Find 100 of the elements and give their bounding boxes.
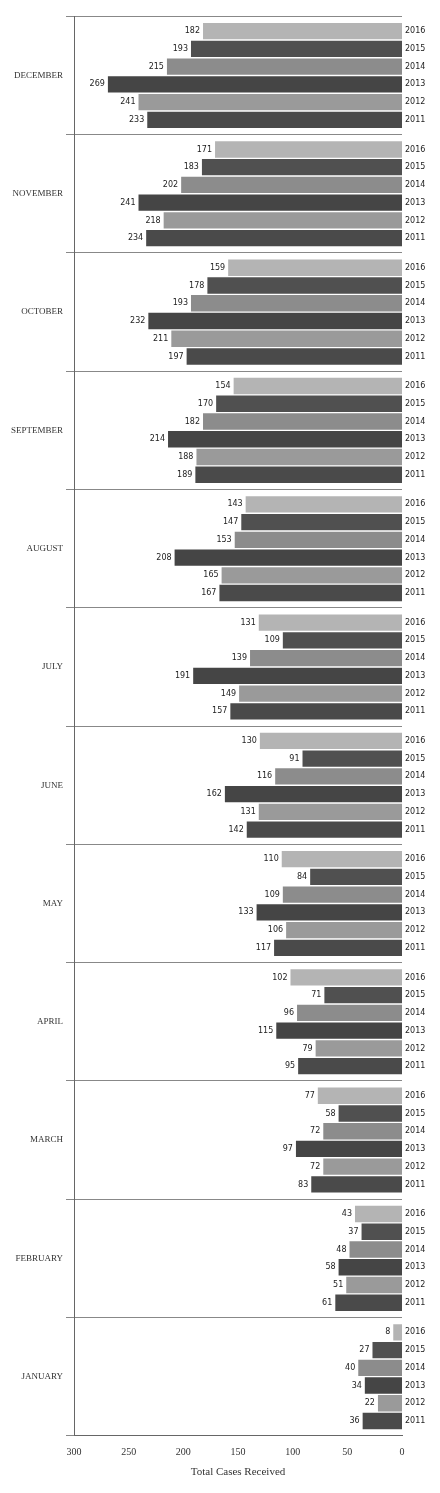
bar	[311, 1176, 402, 1193]
y-tick-label: APRIL	[36, 1016, 64, 1027]
bar	[393, 1324, 402, 1341]
data-label: 34	[351, 1380, 362, 1390]
bar	[315, 1040, 402, 1057]
x-tick-label: 150	[230, 1446, 246, 1458]
bar	[275, 768, 402, 785]
text: 2014	[405, 1126, 426, 1136]
text: 2013	[405, 670, 426, 680]
text: 2011	[405, 1416, 426, 1426]
bar	[171, 330, 402, 347]
data-label: 193	[172, 298, 188, 308]
data-label: 218	[145, 215, 161, 225]
bar	[290, 969, 402, 986]
y-tick-label: DECEMBER	[13, 69, 64, 80]
text: 2015	[405, 1226, 426, 1236]
bar	[221, 567, 402, 584]
bar	[295, 1140, 402, 1158]
data-label: 269	[89, 79, 105, 89]
text: 2016	[405, 972, 426, 982]
data-label: 214	[149, 434, 166, 444]
x-tick-label: 200	[175, 1446, 191, 1458]
bar	[354, 1205, 402, 1223]
data-label: 102	[272, 972, 288, 982]
data-label: 234	[127, 233, 144, 243]
bar	[195, 466, 402, 483]
bar	[361, 1223, 402, 1240]
bar	[201, 159, 402, 176]
data-label: 58	[325, 1262, 336, 1272]
text: 2015	[405, 280, 426, 290]
bar	[323, 1158, 402, 1175]
bar	[193, 667, 402, 684]
bar	[358, 1359, 402, 1376]
bar	[338, 1259, 402, 1276]
bar	[138, 93, 402, 111]
text: 2016	[405, 262, 426, 272]
data-label: 116	[256, 771, 273, 781]
data-label: 72	[310, 1161, 321, 1171]
data-label: 162	[206, 789, 222, 799]
text: 2012	[405, 925, 426, 935]
data-label: 109	[264, 889, 280, 899]
text: 2014	[405, 1008, 426, 1018]
data-label: 232	[130, 316, 146, 326]
text: 2016	[405, 854, 426, 864]
bar	[372, 1341, 402, 1359]
text: 2014	[405, 653, 426, 663]
bar	[168, 431, 402, 448]
bar	[256, 904, 402, 921]
bar	[148, 312, 402, 330]
text: 2011	[405, 824, 426, 834]
bar	[302, 750, 402, 767]
data-label: 96	[283, 1008, 295, 1018]
bar	[250, 649, 402, 667]
text: 2016	[405, 735, 426, 745]
series-label: 2012	[405, 97, 426, 107]
text: 2012	[405, 452, 426, 462]
bar	[324, 987, 402, 1004]
bar	[219, 584, 402, 602]
bar	[230, 703, 402, 720]
bar	[215, 141, 402, 158]
series-label: 2015	[405, 44, 426, 54]
y-tick-label: JULY	[41, 661, 64, 672]
bar	[298, 1058, 402, 1075]
data-label: 72	[310, 1126, 321, 1136]
text: 2013	[405, 197, 426, 207]
bar	[258, 803, 402, 821]
text: 2015	[405, 162, 426, 172]
data-label: 154	[215, 381, 231, 391]
data-label: 178	[189, 280, 205, 290]
text: 2014	[405, 1244, 426, 1254]
data-label: 58	[325, 1108, 336, 1118]
data-label: 8	[385, 1327, 391, 1337]
data-label: 40	[345, 1362, 356, 1372]
data-label: 241	[120, 97, 136, 107]
text: 2012	[405, 1043, 426, 1053]
data-label: 165	[203, 570, 219, 580]
text: 2014	[405, 771, 426, 781]
data-label: 197	[168, 351, 184, 361]
bar	[258, 614, 402, 631]
text: 2011	[405, 942, 426, 952]
text: 2015	[405, 1108, 426, 1118]
text: 2011	[405, 351, 426, 361]
bar	[297, 1004, 402, 1022]
data-label: 79	[302, 1043, 313, 1053]
data-label: 183	[183, 162, 199, 172]
x-tick-label: 300	[66, 1446, 82, 1458]
data-label: 143	[227, 499, 243, 509]
bar	[207, 277, 402, 294]
text: 2014	[405, 180, 426, 190]
text: 2015	[405, 398, 426, 408]
bar	[335, 1294, 402, 1311]
text: 2012	[405, 1398, 426, 1408]
text: 2013	[405, 1025, 426, 1035]
text: 2015	[405, 753, 426, 763]
text: 2016	[405, 1209, 426, 1219]
y-tick-label: JUNE	[41, 779, 64, 790]
data-label: 115	[257, 1025, 274, 1035]
bar	[163, 212, 402, 229]
text: 2016	[405, 617, 426, 627]
text: 2011	[405, 1061, 426, 1071]
